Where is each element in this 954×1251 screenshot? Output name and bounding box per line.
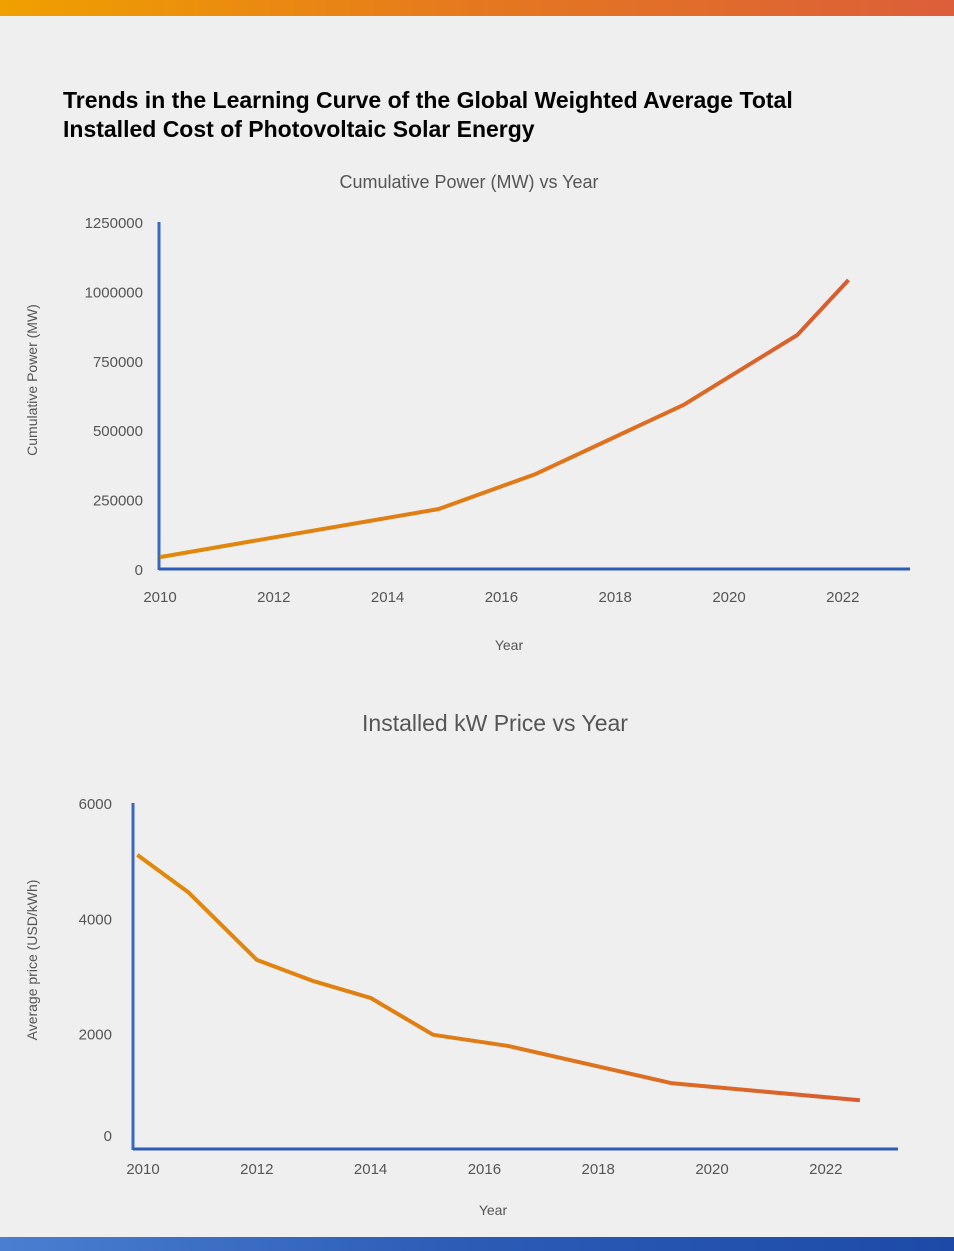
x-tick-label: 2016 (468, 1161, 501, 1178)
chart-2-series-line (136, 853, 861, 1103)
y-tick-label: 250000 (93, 493, 143, 510)
x-tick-label: 2014 (354, 1161, 387, 1178)
bottom-accent-bar (0, 1237, 954, 1251)
x-tick-label: 2010 (126, 1161, 159, 1178)
y-tick-label: 750000 (93, 354, 143, 371)
chart-2-y-label: Average price (USD/kWh) (24, 880, 40, 1041)
x-tick-label: 2018 (599, 589, 632, 606)
chart-1-y-label: Cumulative Power (MW) (24, 304, 40, 456)
y-tick-label: 6000 (79, 796, 112, 813)
x-tick-label: 2018 (582, 1161, 615, 1178)
y-tick-label: 2000 (79, 1027, 112, 1044)
x-tick-label: 2022 (826, 589, 859, 606)
y-tick-label: 0 (135, 562, 143, 579)
x-tick-label: 2016 (485, 589, 518, 606)
y-tick-label: 1250000 (85, 215, 143, 232)
x-tick-label: 2014 (371, 589, 404, 606)
y-tick-label: 1000000 (85, 284, 143, 301)
chart-1-series-line (159, 278, 850, 560)
chart-1-x-label: Year (495, 637, 524, 653)
x-tick-label: 2020 (695, 1161, 728, 1178)
top-accent-bar (0, 0, 954, 16)
page-title: Trends in the Learning Curve of the Glob… (63, 87, 793, 142)
x-tick-label: 2022 (809, 1161, 842, 1178)
x-tick-label: 2010 (143, 589, 176, 606)
y-tick-label: 4000 (79, 911, 112, 928)
y-tick-label: 0 (104, 1128, 112, 1145)
chart-1-title: Cumulative Power (MW) vs Year (339, 172, 598, 192)
y-tick-label: 500000 (93, 423, 143, 440)
x-tick-label: 2012 (240, 1161, 273, 1178)
chart-2-x-label: Year (479, 1202, 508, 1218)
x-tick-label: 2020 (712, 589, 745, 606)
x-tick-label: 2012 (257, 589, 290, 606)
chart-2-title: Installed kW Price vs Year (362, 710, 628, 736)
